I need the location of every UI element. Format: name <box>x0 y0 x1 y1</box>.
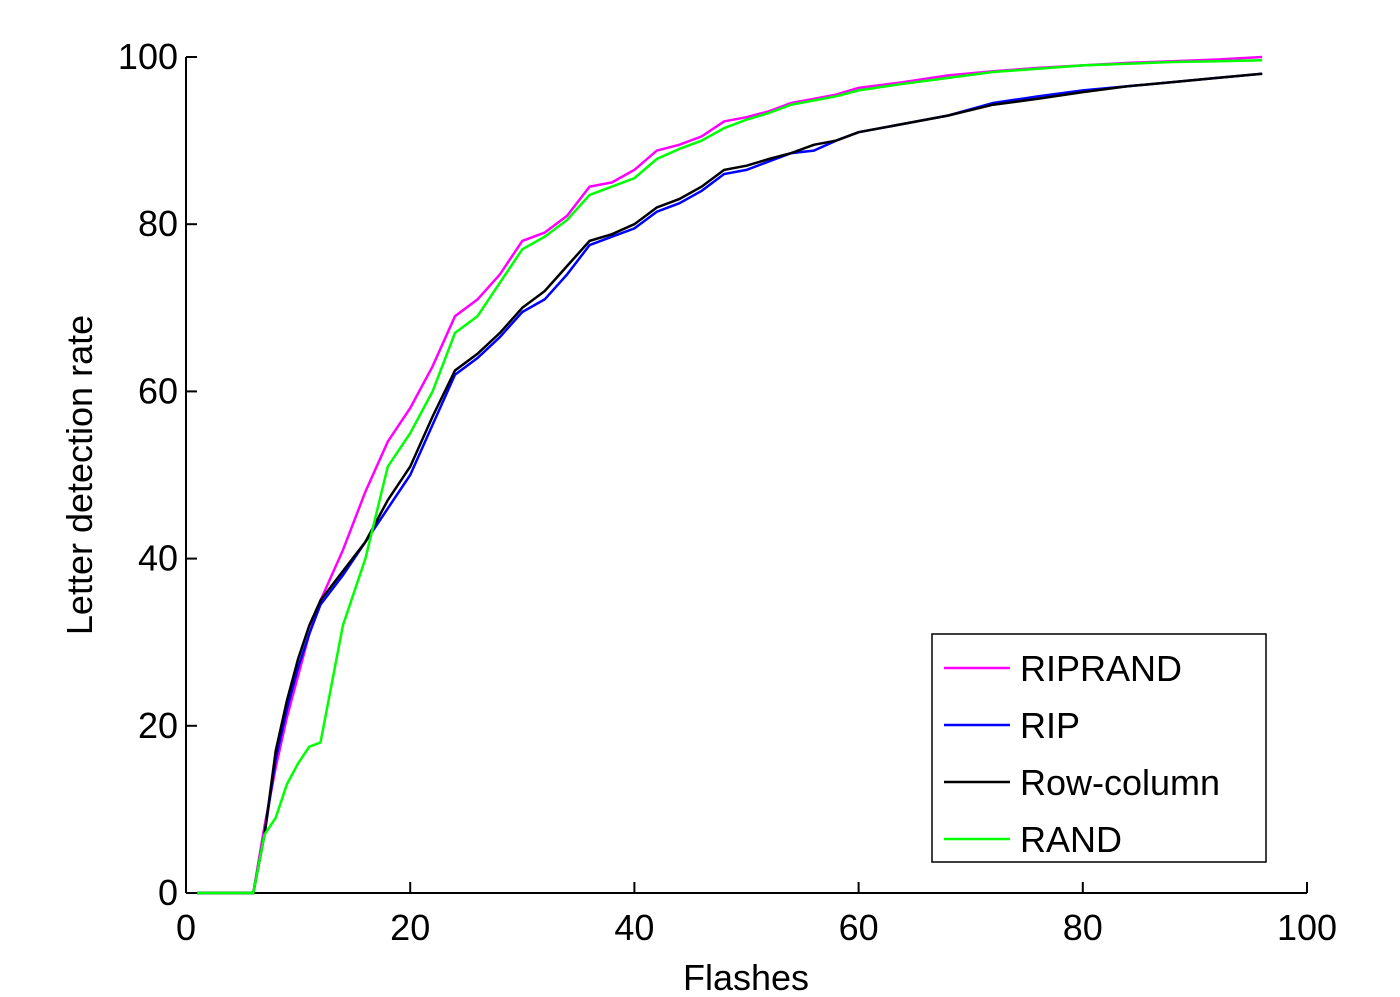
y-tick-label: 0 <box>158 872 178 913</box>
y-tick-label: 60 <box>138 370 178 411</box>
x-axis-label: Flashes <box>683 957 809 997</box>
y-tick-label: 80 <box>138 203 178 244</box>
x-tick-label: 20 <box>390 907 430 948</box>
x-tick-label: 40 <box>614 907 654 948</box>
series-line <box>197 72 1263 895</box>
x-tick-label: 100 <box>1277 907 1337 948</box>
legend-label: RIPRAND <box>1020 648 1182 689</box>
y-tick-label: 20 <box>138 705 178 746</box>
y-tick-label: 40 <box>138 538 178 579</box>
x-tick-label: 0 <box>176 907 196 948</box>
y-tick-label: 100 <box>118 36 178 77</box>
legend-label: RIP <box>1020 705 1080 746</box>
legend-box <box>931 633 1267 863</box>
y-axis-label: Letter detection rate <box>59 315 100 635</box>
x-tick-label: 80 <box>1063 907 1103 948</box>
legend-label: RAND <box>1020 819 1122 860</box>
series-line <box>197 59 1263 895</box>
legend-label: Row-column <box>1020 762 1220 803</box>
x-tick-label: 60 <box>839 907 879 948</box>
